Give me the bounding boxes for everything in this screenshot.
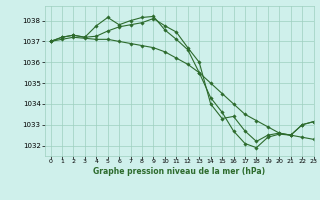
X-axis label: Graphe pression niveau de la mer (hPa): Graphe pression niveau de la mer (hPa) bbox=[93, 167, 265, 176]
